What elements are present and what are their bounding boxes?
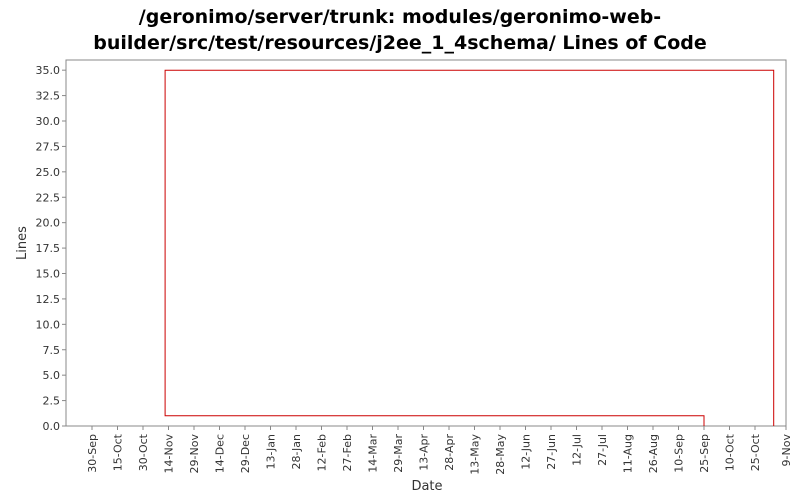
x-tick-label: 28-Jan — [290, 434, 303, 470]
y-tick-label: 15.0 — [36, 268, 61, 281]
x-tick-label: 11-Aug — [622, 434, 635, 473]
chart-title-line-1: /geronimo/server/trunk: modules/geronimo… — [138, 6, 662, 28]
y-tick-label: 25.0 — [36, 166, 61, 179]
y-tick-label: 5.0 — [43, 369, 61, 382]
x-tick-label: 27-Jul — [596, 434, 609, 466]
chart-title: /geronimo/server/trunk: modules/geronimo… — [0, 4, 800, 56]
x-tick-label: 13-Apr — [418, 434, 431, 471]
x-tick-label: 12-Feb — [316, 434, 329, 471]
y-tick-label: 27.5 — [36, 140, 61, 153]
x-tick-label: 9-Nov — [780, 434, 793, 467]
x-tick-label: 30-Sep — [86, 434, 99, 473]
plot-area — [65, 59, 787, 427]
x-tick-label: 10-Sep — [673, 434, 686, 473]
y-tick-label: 0.0 — [43, 420, 61, 433]
y-tick-label: 30.0 — [36, 115, 61, 128]
x-tick-label: 12-Jun — [520, 434, 533, 470]
y-axis-label: Lines — [15, 226, 30, 260]
x-tick-label: 25-Sep — [698, 434, 711, 473]
x-tick-label: 27-Jun — [545, 434, 558, 470]
x-tick-label: 10-Oct — [724, 433, 737, 471]
x-tick-label: 14-Nov — [163, 434, 176, 474]
y-axis: 0.0 2.5 5.0 7.5 10.0 12.5 15.0 17.5 20.0 22.5 25.0… — [36, 64, 66, 433]
x-tick-label: 15-Oct — [112, 433, 125, 471]
y-tick-label: 20.0 — [36, 217, 61, 230]
series-group — [164, 69, 775, 426]
x-tick-label: 29-Dec — [239, 434, 252, 473]
x-tick-label: 13-Jan — [265, 434, 278, 470]
chart-title-line-2: builder/src/test/resources/j2ee_1_4schem… — [93, 32, 707, 54]
x-tick-label: 27-Feb — [341, 434, 354, 471]
y-tick-label: 32.5 — [36, 90, 61, 103]
x-axis-label: Date — [411, 479, 442, 494]
x-tick-label: 28-May — [494, 434, 507, 475]
x-tick-label: 14-Dec — [214, 434, 227, 473]
x-tick-label: 29-Mar — [392, 434, 405, 473]
y-tick-label: 22.5 — [36, 191, 61, 204]
x-tick-label: 28-Apr — [443, 434, 456, 471]
x-tick-label: 25-Oct — [749, 433, 762, 471]
x-tick-label: 30-Oct — [137, 433, 150, 471]
x-tick-label: 12-Jul — [571, 434, 584, 466]
series-line — [164, 69, 775, 426]
x-tick-label: 26-Aug — [647, 434, 660, 473]
y-tick-label: 7.5 — [43, 344, 61, 357]
y-tick-label: 10.0 — [36, 318, 61, 331]
y-tick-label: 35.0 — [36, 64, 61, 77]
x-axis: 30-Sep 15-Oct 30-Oct 14-Nov 29-Nov 14-Dec 29-D… — [86, 426, 793, 475]
y-tick-label: 2.5 — [43, 395, 61, 408]
x-tick-label: 14-Mar — [367, 434, 380, 473]
x-tick-label: 13-May — [469, 434, 482, 475]
x-tick-label: 29-Nov — [188, 434, 201, 474]
y-tick-label: 12.5 — [36, 293, 61, 306]
y-tick-label: 17.5 — [36, 242, 61, 255]
